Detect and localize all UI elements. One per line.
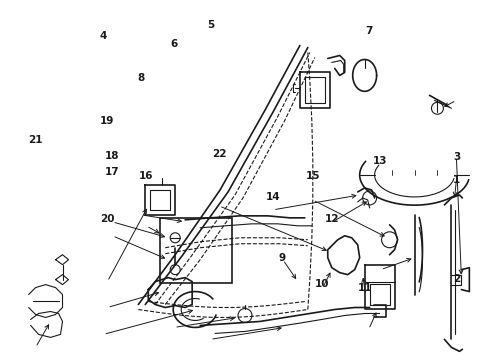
Text: 9: 9 [278, 253, 285, 263]
Text: 16: 16 [139, 171, 153, 181]
Text: 5: 5 [206, 20, 214, 30]
Text: 13: 13 [372, 156, 386, 166]
Text: 3: 3 [452, 152, 459, 162]
Text: 17: 17 [104, 167, 119, 177]
Bar [160, 218, 232, 283]
Text: 7: 7 [365, 26, 372, 36]
Text: 6: 6 [170, 39, 177, 49]
Text: 2: 2 [452, 274, 459, 284]
Text: 1: 1 [452, 175, 459, 185]
Text: 8: 8 [137, 73, 144, 83]
Text: 21: 21 [28, 135, 43, 145]
Text: 14: 14 [265, 192, 280, 202]
Text: 11: 11 [357, 283, 372, 293]
Text: 19: 19 [100, 116, 114, 126]
Text: 10: 10 [315, 279, 329, 289]
Text: 15: 15 [305, 171, 319, 181]
Text: 20: 20 [100, 214, 114, 224]
Text: 22: 22 [211, 149, 226, 159]
Text: 18: 18 [104, 150, 119, 161]
Text: 4: 4 [99, 31, 106, 41]
Text: 12: 12 [325, 214, 339, 224]
